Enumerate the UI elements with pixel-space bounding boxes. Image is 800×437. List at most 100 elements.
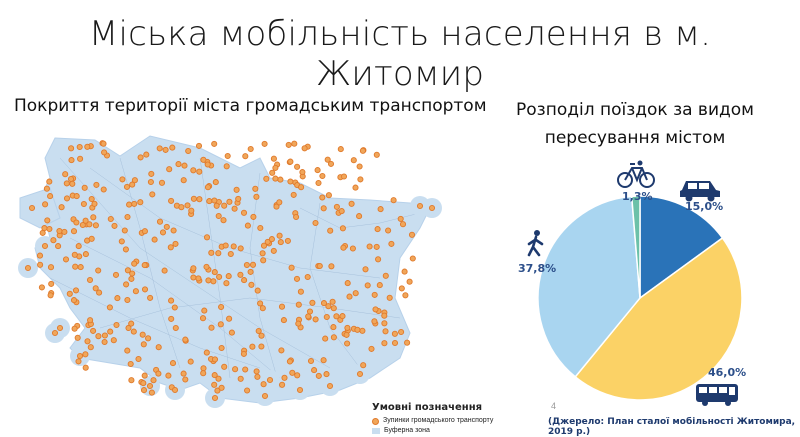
- transit-stop-marker: [408, 231, 416, 238]
- transit-stop-marker: [42, 201, 49, 208]
- transit-stop-marker: [390, 197, 397, 204]
- transit-stop-marker: [211, 356, 219, 363]
- pie-slice-public: [574, 236, 743, 401]
- bus-icon: [696, 384, 738, 406]
- transit-stop-marker: [184, 202, 191, 209]
- transit-stop-marker: [50, 237, 57, 244]
- transit-stop-marker: [261, 140, 268, 147]
- transit-stop-marker: [258, 332, 265, 339]
- transit-stop-marker: [278, 347, 285, 354]
- transit-stop-marker: [162, 146, 169, 153]
- page-title: Міська мобільність населення в м. Житоми…: [88, 14, 712, 94]
- transit-stop-marker: [428, 204, 436, 212]
- transit-stop-marker: [131, 200, 138, 207]
- transit-stop-marker: [352, 184, 359, 191]
- transit-stop-marker: [247, 268, 254, 275]
- transit-stop-marker: [244, 387, 251, 394]
- transit-stop-marker: [366, 243, 373, 250]
- transit-stop-marker: [382, 272, 389, 279]
- transit-stop-marker: [175, 161, 182, 168]
- transit-stop-marker: [168, 297, 175, 304]
- transit-stop-marker: [260, 242, 268, 249]
- transit-stop-marker: [208, 324, 215, 331]
- transit-stop-marker: [304, 273, 311, 281]
- transit-stop-marker: [301, 145, 308, 152]
- transit-stop-marker: [203, 234, 211, 241]
- transit-stop-marker: [352, 290, 359, 297]
- transit-stop-marker: [399, 221, 407, 228]
- transit-stop-marker: [285, 141, 292, 148]
- transit-stop-marker: [182, 376, 189, 383]
- source-note: (Джерело: План сталої мобільності Житоми…: [548, 417, 796, 437]
- transit-stop-marker: [280, 317, 287, 324]
- transit-stop-marker: [356, 213, 363, 220]
- transit-stop-marker: [171, 304, 178, 311]
- transit-stop-marker: [114, 295, 121, 302]
- transit-stop-marker: [124, 296, 131, 304]
- transit-stop-marker: [359, 327, 366, 334]
- transit-stop-marker: [344, 280, 351, 287]
- transit-stop-marker: [205, 277, 212, 284]
- transit-stop-marker: [135, 355, 142, 363]
- transit-stop-marker: [128, 377, 135, 384]
- transit-stop-marker: [401, 268, 408, 275]
- transit-stop-marker: [180, 370, 187, 377]
- transit-stop-marker: [77, 264, 84, 271]
- transit-stop-marker: [277, 176, 284, 183]
- buffer-swatch-icon: [372, 428, 380, 434]
- transit-stop-marker: [55, 243, 62, 250]
- transit-stop-marker: [211, 269, 218, 276]
- transit-stop-marker: [328, 263, 335, 270]
- transit-stop-marker: [416, 202, 424, 210]
- transit-stop-marker: [76, 143, 83, 151]
- transit-stop-marker: [74, 334, 81, 341]
- transit-stop-marker: [71, 251, 78, 258]
- transit-stop-marker: [212, 179, 219, 186]
- transit-stop-marker: [298, 184, 305, 191]
- transit-stop-marker: [141, 286, 149, 293]
- transit-stop-marker: [299, 169, 306, 176]
- transit-stop-marker: [96, 289, 103, 296]
- pie-label-bike: 1,3%: [622, 190, 653, 203]
- transit-stop-marker: [295, 301, 302, 308]
- transit-stop-marker: [242, 366, 249, 373]
- transit-stop-marker: [124, 347, 131, 354]
- legend-title: Умовні позначення: [372, 402, 483, 413]
- transit-stop-marker: [201, 307, 208, 314]
- transit-stop-marker: [200, 156, 207, 163]
- transit-stop-marker: [147, 294, 154, 301]
- transit-stop-marker: [218, 303, 225, 311]
- transit-stop-marker: [333, 203, 340, 210]
- transit-stop-marker: [237, 245, 244, 252]
- transit-stop-marker: [208, 249, 215, 256]
- transit-stop-marker: [128, 275, 135, 282]
- transit-stop-marker: [288, 264, 295, 271]
- transit-stop-marker: [37, 261, 44, 268]
- transit-stop-marker: [155, 370, 162, 377]
- transit-stop-marker: [227, 250, 234, 258]
- transit-stop-marker: [327, 227, 334, 234]
- transit-stop-marker: [77, 155, 84, 162]
- transit-stop-marker: [218, 384, 225, 391]
- transit-stop-marker: [119, 176, 126, 183]
- legend-item-stops: Зупинки громадського транспорту: [372, 416, 493, 426]
- transit-stop-marker: [125, 324, 132, 332]
- transit-stop-marker: [356, 370, 364, 378]
- transit-stop-marker: [190, 167, 197, 174]
- transit-stop-marker: [150, 377, 157, 384]
- transit-stop-marker: [257, 300, 264, 307]
- transit-stop-marker: [87, 344, 94, 351]
- transit-stop-marker: [121, 227, 128, 234]
- transit-stop-marker: [325, 192, 332, 199]
- transit-stop-marker: [357, 176, 364, 183]
- transit-stop-marker: [215, 375, 222, 382]
- transit-stop-marker: [268, 236, 275, 243]
- transit-stop-marker: [226, 315, 233, 322]
- transit-stop-marker: [158, 179, 166, 186]
- transit-stop-marker: [376, 282, 383, 289]
- transit-stop-marker: [190, 274, 197, 281]
- transit-stop-marker: [223, 163, 230, 170]
- transit-stop-marker: [204, 161, 211, 168]
- pie-slice-car: [639, 195, 724, 300]
- transit-stop-marker: [180, 177, 187, 184]
